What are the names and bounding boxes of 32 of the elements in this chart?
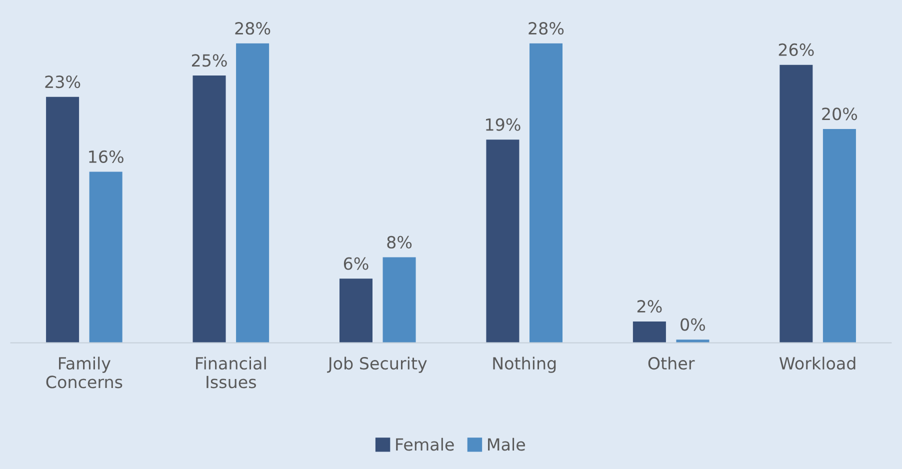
- legend-label: Female: [396, 438, 454, 451]
- bar: [192, 76, 226, 343]
- data-label: 2%: [637, 300, 662, 313]
- data-label: 25%: [192, 54, 227, 67]
- bar: [822, 128, 856, 343]
- bar: [530, 43, 563, 343]
- bar: [339, 278, 372, 343]
- bar: [780, 64, 813, 343]
- x-tick-label: Job Security: [327, 356, 427, 373]
- data-label: 8%: [387, 236, 412, 249]
- x-tick-label: Financial Issues: [196, 356, 266, 388]
- bar: [236, 43, 270, 343]
- bar: [486, 140, 520, 343]
- bar: [382, 257, 416, 343]
- data-label: 26%: [778, 43, 814, 56]
- x-tick-label: Other: [648, 356, 695, 370]
- legend-label: Male: [488, 438, 525, 451]
- data-label: 19%: [486, 118, 520, 131]
- bar: [46, 96, 80, 343]
- data-label: 20%: [822, 108, 858, 120]
- data-label: 16%: [89, 150, 124, 163]
- bar: [89, 172, 122, 343]
- x-tick-label: Family Concerns: [46, 356, 122, 388]
- data-label: 23%: [45, 76, 80, 88]
- x-tick-label: Nothing: [493, 356, 556, 373]
- data-label: 0%: [680, 318, 706, 331]
- data-label: 28%: [528, 22, 564, 35]
- bar: [632, 321, 666, 343]
- data-label: 6%: [344, 257, 368, 270]
- data-label: 28%: [235, 22, 270, 35]
- bar: [676, 340, 710, 343]
- x-tick-label: Workload: [779, 356, 856, 370]
